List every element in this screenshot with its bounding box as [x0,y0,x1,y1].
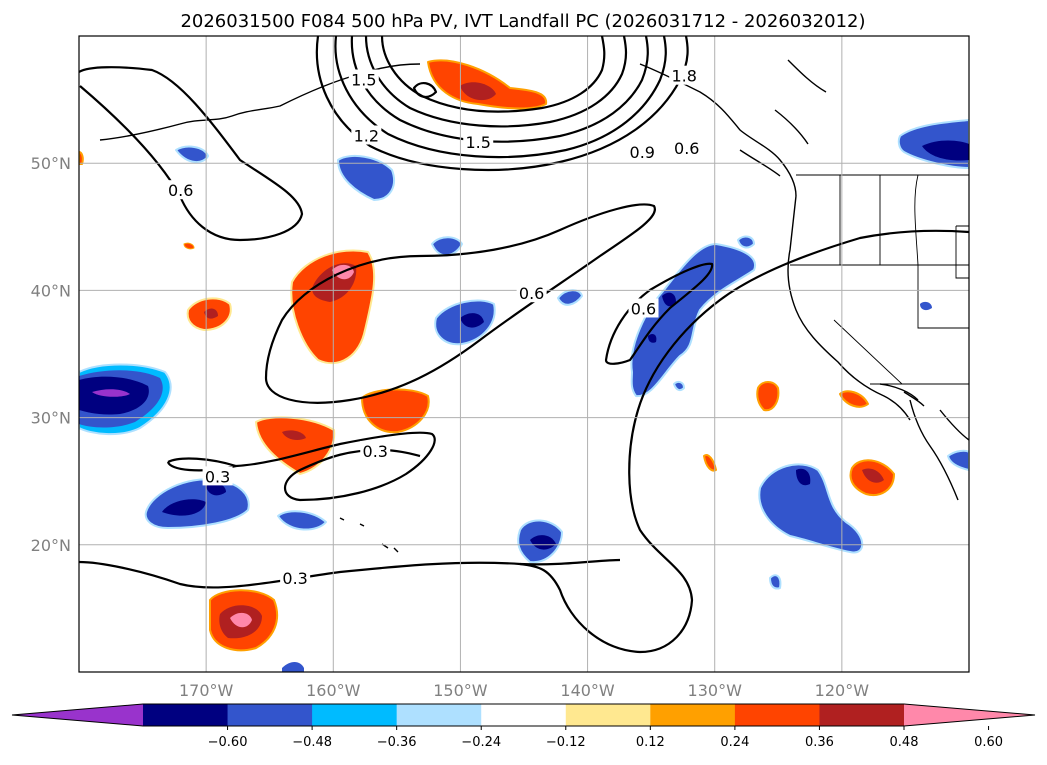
colorbar-segment [734,704,820,726]
colorbar-segment [819,704,905,726]
contour-labels: 1.5 1.8 1.2 1.5 0.9 0.6 0.6 0.6 0.6 0.3 0.3 0.3 [165,65,702,588]
contour-label: 1.2 [354,126,379,145]
lon-tick-label: 170°W [179,681,234,700]
contour-label: 0.9 [630,143,655,162]
contour-label-background [627,142,658,162]
contour-label: 1.8 [671,67,696,86]
pv-shading [79,59,969,672]
longitude-labels: 170°W 160°W 150°W 140°W 130°W 120°W [179,681,869,700]
contour-label-background [463,131,494,151]
lat-tick-label: 20°N [31,536,71,555]
contour-label: 0.3 [282,569,307,588]
map-frame [78,35,970,673]
colorbar-outline [11,703,1036,727]
contour-label-background [516,283,547,303]
colorbar-segment [312,704,398,726]
colorbar-tick-label: 0.24 [720,735,749,750]
lon-tick-label: 130°W [688,681,743,700]
lon-tick-label: 160°W [306,681,361,700]
colorbar-segment [481,704,567,726]
graticule [79,36,969,672]
contour-label-background [280,568,311,588]
state-borders [790,174,969,385]
colorbar-tick-label: −0.12 [546,735,586,750]
lon-tick-label: 140°W [560,681,615,700]
lat-tick-label: 30°N [31,409,71,428]
contour-label: 0.6 [631,299,656,318]
contour-label: 1.5 [351,71,376,90]
lat-tick-label: 40°N [31,281,71,300]
colorbar-tick-label: 0.60 [974,735,1003,750]
colorbar-segment [143,704,229,726]
contour-label: 0.6 [168,181,193,200]
colorbar: −0.60 −0.48 −0.36 −0.24 −0.12 0.12 0.24 0.36 0.4… [11,703,1036,750]
pv-anomaly-gulf-alaska-core [460,82,496,101]
map-area [79,36,969,672]
contour-label-background [669,65,700,85]
lon-tick-label: 120°W [815,681,870,700]
colorbar-tick-label: −0.60 [208,735,248,750]
colorbar-tick-label: −0.24 [461,735,501,750]
latitude-labels: 50°N 40°N 30°N 20°N [31,154,71,555]
contour-label: 0.3 [363,442,388,461]
colorbar-segment [227,704,313,726]
lat-tick-label: 50°N [31,154,71,173]
contour-label: 1.5 [466,133,491,152]
colorbar-tick-label: 0.48 [890,735,919,750]
colorbar-tick-label: −0.48 [292,735,332,750]
ivt-contours [79,36,969,654]
colorbar-tick-label: 0.36 [805,735,834,750]
colorbar-segment [396,704,482,726]
contour-label: 0.6 [519,284,544,303]
contour-label: 0.6 [674,139,699,158]
contour-label: 0.3 [205,467,230,486]
colorbar-tick-label: −0.36 [377,735,417,750]
contour-label-background [671,138,702,158]
colorbar-segment [565,704,651,726]
pv-anomaly-gulf-alaska [427,59,548,110]
contour-label-background [351,125,382,145]
colorbar-segment [650,704,736,726]
colorbar-extend-min [12,704,143,726]
contour-label-background [165,180,196,200]
contour-label-background [360,440,391,460]
figure-title: 2026031500 F084 500 hPa PV, IVT Landfall… [180,11,865,32]
lon-tick-label: 150°W [433,681,488,700]
contour-label-background [628,298,659,318]
colorbar-tick-label: 0.12 [636,735,665,750]
contour-label-background [348,69,379,89]
colorbar-extend-max [904,704,1035,726]
contour-label-background [202,466,233,486]
